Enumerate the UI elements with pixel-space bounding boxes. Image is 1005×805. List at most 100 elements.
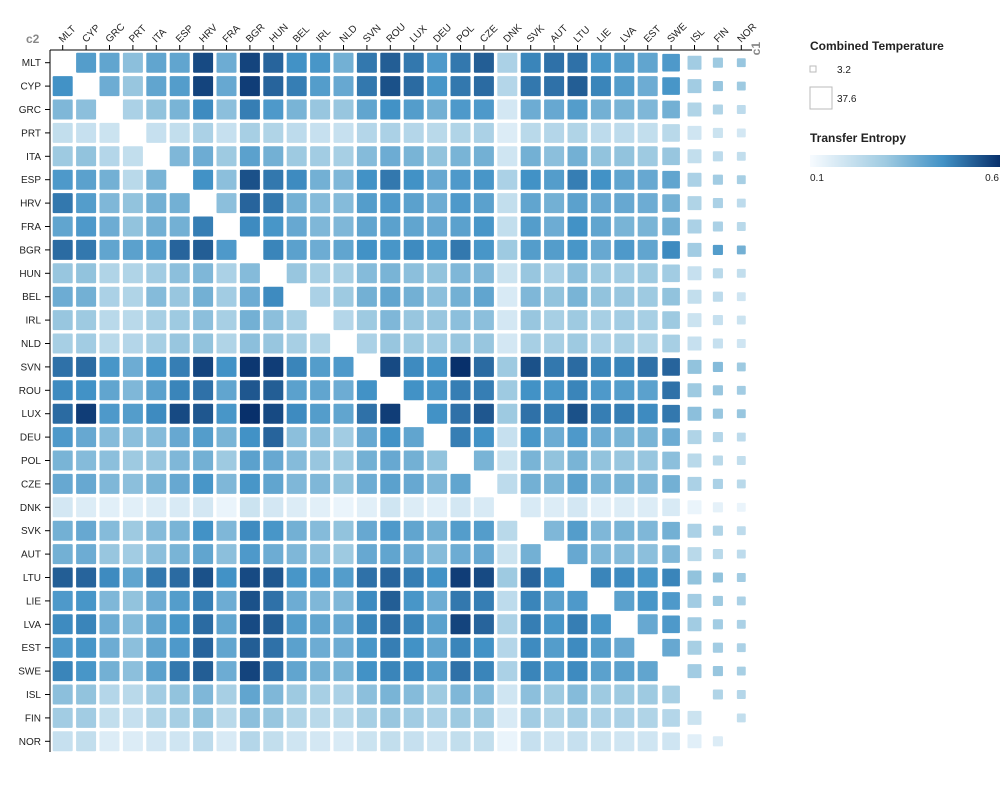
heatmap-cell-pol-hrv [193, 450, 214, 471]
heatmap-cell-esp-nld [333, 169, 354, 190]
heatmap-cell-dnk-deu [427, 497, 448, 518]
heatmap-cell-hun-bel [286, 263, 307, 284]
heatmap-cell-bel-fra [216, 286, 237, 307]
heatmap-cell-grc-pol [450, 99, 471, 120]
heatmap-cell-grc-hrv [193, 99, 214, 120]
heatmap-cell-prt-nld [333, 122, 354, 143]
heatmap-cell-grc-ltu [567, 99, 588, 120]
heatmap-cell-rou-grc [99, 380, 120, 401]
heatmap-cell-est-esp [169, 637, 190, 658]
heatmap-cell-svk-lie [590, 520, 611, 541]
heatmap-cell-pol-ita [146, 450, 167, 471]
heatmap-cell-dnk-nor [736, 502, 746, 512]
heatmap-cell-deu-ltu [567, 427, 588, 448]
heatmap-cell-mlt-swe [662, 53, 680, 72]
heatmap-cell-isl-prt [122, 684, 143, 705]
heatmap-cell-cyp-svn [356, 76, 377, 97]
heatmap-cell-svk-bgr [239, 520, 260, 541]
heatmap-cell-prt-hrv [193, 122, 214, 143]
heatmap-cell-cyp-ltu [567, 76, 588, 97]
heatmap-cell-rou-dnk [497, 380, 518, 401]
heatmap-cell-cyp-svk [520, 76, 541, 97]
heatmap-cell-swe-est [637, 661, 658, 682]
heatmap-cell-prt-svk [520, 122, 541, 143]
heatmap-cell-nor-fin [712, 736, 723, 747]
heatmap-cell-hrv-lie [590, 193, 611, 214]
heatmap-cell-ita-swe [662, 147, 680, 166]
heatmap-cell-mlt-pol [450, 52, 471, 73]
heatmap-cell-nld-dnk [497, 333, 518, 354]
row-tick-label: IRL [25, 316, 41, 327]
heatmap-cell-prt-cyp [76, 122, 97, 143]
heatmap-cell-ltu-est [637, 567, 658, 588]
heatmap-cell-pol-fra [216, 450, 237, 471]
heatmap-cell-esp-lva [614, 169, 635, 190]
heatmap-cell-nld-svk [520, 333, 541, 354]
heatmap-cell-fra-isl [687, 219, 702, 234]
heatmap-cell-mlt-cze [473, 52, 494, 73]
column-tick-label: DEU [431, 22, 454, 45]
heatmap-cell-lux-mlt [52, 403, 73, 424]
heatmap-cell-est-swe [662, 638, 680, 657]
heatmap-cell-cze-svk [520, 473, 541, 494]
heatmap-cell-nor-hrv [193, 731, 214, 752]
heatmap-cell-rou-cyp [76, 380, 97, 401]
heatmap-cell-deu-bel [286, 427, 307, 448]
heatmap-cell-ita-rou [380, 146, 401, 167]
heatmap-cell-ltu-esp [169, 567, 190, 588]
heatmap-cell-cze-fin [712, 478, 723, 489]
heatmap-cell-fin-ita [146, 707, 167, 728]
heatmap-cell-mlt-cyp [76, 52, 97, 73]
heatmap-cell-esp-dnk [497, 169, 518, 190]
heatmap-cell-ita-svk [520, 146, 541, 167]
heatmap-cell-dnk-pol [450, 497, 471, 518]
heatmap-cell-isl-cze [473, 684, 494, 705]
heatmap-cell-est-hrv [193, 637, 214, 658]
heatmap-cell-aut-hun [263, 544, 284, 565]
heatmap-cell-ita-bgr [239, 146, 260, 167]
heatmap-cell-lux-fin [712, 408, 723, 419]
heatmap-cell-est-lie [590, 637, 611, 658]
heatmap-cell-svn-nor [736, 362, 746, 372]
heatmap-cell-isl-aut [544, 684, 565, 705]
heatmap-cell-deu-est [637, 427, 658, 448]
heatmap-cell-grc-svn [356, 99, 377, 120]
heatmap-cell-esp-rou [380, 169, 401, 190]
heatmap-cell-lux-ltu [567, 403, 588, 424]
heatmap-cell-hun-rou [380, 263, 401, 284]
heatmap-cell-esp-cyp [76, 169, 97, 190]
heatmap-cell-fin-grc [99, 707, 120, 728]
row-tick-label: CZE [21, 479, 41, 490]
heatmap-cell-hrv-ltu [567, 193, 588, 214]
row-tick-label: HRV [20, 199, 41, 210]
heatmap-cell-svn-bgr [239, 356, 260, 377]
heatmap-cell-lux-nld [333, 403, 354, 424]
heatmap-cell-svn-cze [473, 356, 494, 377]
heatmap-cell-grc-esp [169, 99, 190, 120]
heatmap-cell-cze-hun [263, 473, 284, 494]
row-tick-label: AUT [21, 550, 41, 561]
heatmap-cell-isl-lva [614, 684, 635, 705]
heatmap-cell-nor-dnk [497, 731, 518, 752]
heatmap-cell-hun-svk [520, 263, 541, 284]
heatmap-cell-cyp-lie [590, 76, 611, 97]
heatmap-cell-irl-nld [333, 310, 354, 331]
heatmap-cell-nld-rou [380, 333, 401, 354]
row-tick-label: NOR [19, 737, 41, 748]
heatmap-cell-hun-irl [310, 263, 331, 284]
heatmap-cell-aut-irl [310, 544, 331, 565]
heatmap-cell-prt-swe [662, 124, 680, 142]
heatmap-cell-rou-swe [662, 381, 680, 400]
row-tick-label: DEU [20, 433, 41, 444]
heatmap-cell-nld-isl [687, 336, 702, 351]
heatmap-cell-pol-nld [333, 450, 354, 471]
heatmap-cell-svn-irl [310, 356, 331, 377]
heatmap-cell-cyp-hun [263, 76, 284, 97]
heatmap-cell-est-nld [333, 637, 354, 658]
heatmap-cell-bel-lux [403, 286, 424, 307]
row-tick-label: GRC [19, 105, 41, 116]
heatmap-cell-hun-grc [99, 263, 120, 284]
heatmap-cell-prt-mlt [52, 122, 73, 143]
heatmap-cell-ita-cyp [76, 146, 97, 167]
row-tick-labels: MLT CYP GRC PRT ITA ESP HRV FRA BGR HUN BEL IRL NLD S… [18, 58, 50, 748]
